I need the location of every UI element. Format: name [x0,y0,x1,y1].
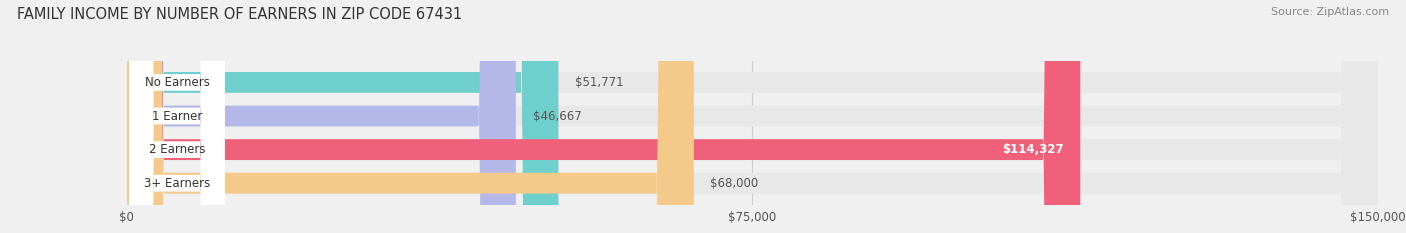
Text: 2 Earners: 2 Earners [149,143,205,156]
FancyBboxPatch shape [129,0,225,233]
FancyBboxPatch shape [127,0,1378,233]
Text: FAMILY INCOME BY NUMBER OF EARNERS IN ZIP CODE 67431: FAMILY INCOME BY NUMBER OF EARNERS IN ZI… [17,7,463,22]
FancyBboxPatch shape [129,0,225,233]
Text: 3+ Earners: 3+ Earners [143,177,209,190]
FancyBboxPatch shape [127,0,693,233]
Text: No Earners: No Earners [145,76,209,89]
FancyBboxPatch shape [129,0,225,233]
FancyBboxPatch shape [127,0,1378,233]
FancyBboxPatch shape [127,0,1080,233]
FancyBboxPatch shape [127,0,516,233]
Text: $114,327: $114,327 [1002,143,1063,156]
FancyBboxPatch shape [129,0,225,233]
FancyBboxPatch shape [127,0,558,233]
Text: 1 Earner: 1 Earner [152,110,202,123]
FancyBboxPatch shape [127,0,1378,233]
Text: $51,771: $51,771 [575,76,624,89]
FancyBboxPatch shape [127,0,1378,233]
Text: $46,667: $46,667 [533,110,581,123]
Text: $68,000: $68,000 [710,177,759,190]
Text: Source: ZipAtlas.com: Source: ZipAtlas.com [1271,7,1389,17]
